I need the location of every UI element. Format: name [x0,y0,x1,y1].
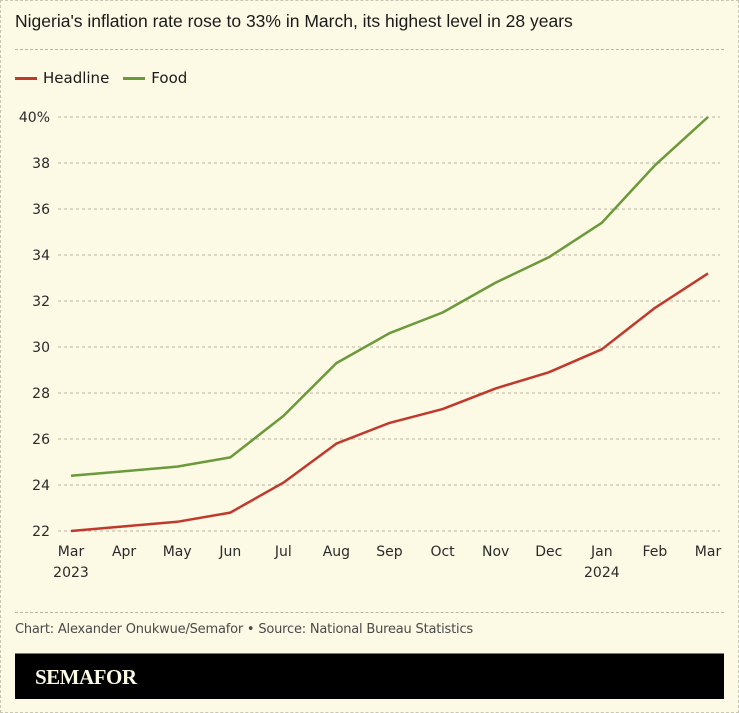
x-tick-label: Mar [695,544,722,560]
x-tick-label: May [163,544,192,560]
y-tick-label: 32 [32,294,50,310]
y-tick-label: 28 [32,386,50,402]
legend: Headline Food [15,69,201,87]
y-tick-label: 24 [32,478,50,494]
x-axis-ticks: Mar 2023 Apr May Jun Jul Aug Sep Oct Nov Dec Jan 202… [53,544,721,581]
x-tick-label: Oct [430,544,455,560]
series-line-headline [70,272,709,533]
legend-item-food: Food [123,69,187,87]
legend-label-food: Food [151,69,188,87]
legend-swatch-food [123,76,146,80]
series-line-food [70,116,709,478]
chart-credit: Chart: Alexander Onukwue/Semafor • Sourc… [15,622,473,637]
legend-swatch-headline [15,76,37,80]
y-tick-label: 26 [32,432,50,448]
legend-item-headline: Headline [15,69,109,87]
x-tick-year-label: 2024 [584,565,620,581]
x-tick-label: Jun [218,544,241,560]
x-tick-label: Jan [590,544,613,560]
x-tick-label: Nov [482,544,509,560]
footer-divider [15,612,724,613]
chart-title: Nigeria's inflation rate rose to 33% in … [15,11,573,31]
gridlines [58,116,720,532]
y-tick-label: 30 [32,340,50,356]
x-tick-label: Apr [112,544,136,560]
y-tick-label: 34 [32,248,50,264]
x-tick-year-label: 2023 [53,565,89,581]
semafor-logo: SEMAFOR [35,665,137,689]
y-tick-label: 22 [32,524,50,540]
y-tick-label: 38 [32,156,50,172]
x-tick-label: Jul [274,544,292,560]
y-tick-label: 36 [32,202,50,218]
series-lines [70,116,709,533]
line-chart: 22 24 26 28 30 32 34 36 38 40% Mar 2023 Apr May Jun Ju… [19,110,722,581]
x-tick-label: Sep [376,544,403,560]
x-tick-label: Dec [535,544,562,560]
y-axis-ticks: 22 24 26 28 30 32 34 36 38 40% [19,110,50,540]
x-tick-label: Feb [643,544,668,560]
y-tick-label: 40% [19,110,50,126]
x-tick-label: Aug [323,544,350,560]
x-tick-label: Mar [58,544,85,560]
title-divider [15,49,724,50]
brand-bar: SEMAFOR [15,653,724,699]
legend-label-headline: Headline [43,69,110,87]
